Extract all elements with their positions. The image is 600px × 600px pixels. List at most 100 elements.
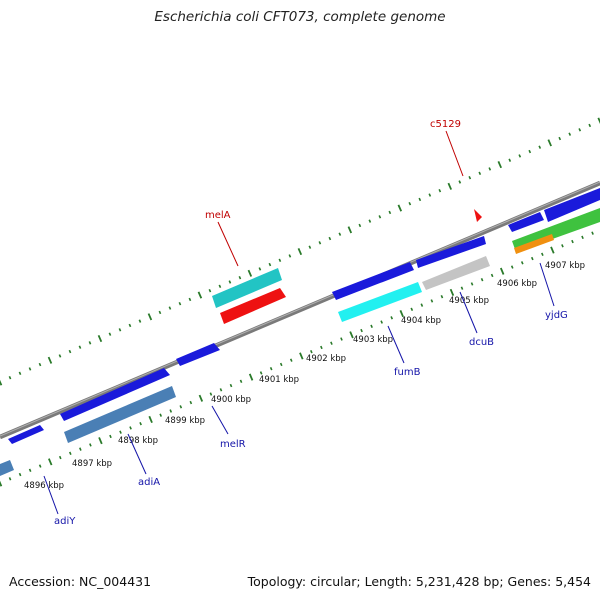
gene-feature[interactable] [508,212,544,232]
gene-labels: adiY adiA melR fumB dcuB yjdG melA c5129 [54,119,568,527]
major-tick [447,182,453,190]
major-tick [0,480,3,487]
minor-tick [328,236,332,241]
major-tick [347,226,353,234]
gene-label-adiA[interactable]: adiA [138,477,160,488]
major-tick [198,394,204,402]
forward-lane-features [8,188,600,444]
minor-tick [58,354,62,358]
leader-line-dcuB [459,291,478,334]
major-tick [247,269,253,277]
minor-tick [78,345,82,349]
gene-feature-melA[interactable] [212,268,282,308]
minor-tick [380,320,383,324]
minor-tick [218,284,222,289]
minor-tick [269,366,273,371]
gene-label-adiY[interactable]: adiY [54,516,76,527]
minor-tick [460,286,464,290]
minor-tick [119,430,122,434]
gene-feature[interactable] [8,425,44,444]
leader-line-melA [217,221,239,267]
major-tick [349,331,354,339]
gene-feature[interactable] [544,188,600,222]
major-tick [197,291,203,299]
minor-tick [108,332,112,336]
minor-tick [588,123,592,128]
gene-feature-fumB[interactable] [338,282,422,322]
minor-tick [438,188,442,193]
gene-leader-lines [43,130,555,515]
gene-feature[interactable] [332,262,414,300]
leader-line-adiY [43,475,59,515]
minor-tick [58,455,62,460]
minor-tick [209,392,213,396]
minor-tick [568,132,572,136]
minor-tick [330,341,333,345]
tick-label: 4907 kbp [545,261,585,271]
tick-label: 4903 kbp [353,335,393,345]
major-tick [47,356,53,364]
minor-tick [541,252,544,256]
minor-tick [468,175,472,180]
major-tick [0,379,3,386]
minor-tick [289,358,293,362]
major-tick [98,437,103,445]
tick-label: 4904 kbp [401,316,441,326]
minor-tick [530,256,534,261]
tick-label: 4898 kbp [118,436,158,446]
leader-line-melR [211,405,229,435]
minor-tick [320,345,323,350]
gene-label-c5129[interactable]: c5129 [430,119,461,130]
gene-feature[interactable] [416,236,486,268]
minor-tick [138,319,142,323]
gene-label-melR[interactable]: melR [220,439,246,450]
gene-feature-orange[interactable] [514,234,554,254]
minor-tick [219,388,223,392]
minor-tick [288,254,292,258]
minor-tick [208,288,212,293]
minor-tick [528,149,532,154]
leader-line-fumB [387,325,405,364]
gene-feature[interactable] [176,343,220,366]
minor-tick [478,171,482,175]
major-tick [547,139,552,147]
minor-tick [510,265,514,269]
gene-feature[interactable] [60,368,170,421]
major-tick [248,373,254,381]
minor-tick [118,328,122,332]
minor-tick [428,193,432,197]
major-tick [297,247,303,256]
outer-tick-track [0,117,600,386]
minor-tick [28,468,32,472]
minor-tick [238,275,242,280]
leader-line-adiA [127,433,147,475]
minor-tick [368,219,372,223]
minor-tick [390,316,394,320]
minor-tick [340,337,343,341]
minor-tick [179,405,183,409]
minor-tick [68,349,72,354]
minor-tick [558,136,562,141]
gene-label-melA[interactable]: melA [205,210,231,221]
genome-backbone [0,180,600,440]
gene-label-dcuB[interactable]: dcuB [469,337,494,348]
gene-label-fumB[interactable]: fumB [394,367,421,378]
minor-tick [581,235,584,240]
leader-line-c5129 [445,130,464,177]
gene-label-yjdG[interactable]: yjdG [545,310,568,321]
minor-tick [279,362,283,367]
minor-tick [8,477,12,481]
minor-tick [470,282,474,286]
genome-summary-text: Topology: circular; Length: 5,231,428 bp… [247,574,591,589]
gene-feature-adiA[interactable] [64,386,176,443]
gene-feature-c5129[interactable] [474,209,482,222]
gene-feature-dcuB[interactable] [422,256,490,290]
major-tick [147,313,153,321]
minor-tick [38,464,42,468]
tick-label: 4902 kbp [306,354,346,364]
gene-feature-red[interactable] [220,288,286,324]
minor-tick [38,362,42,367]
gene-feature-adiY[interactable] [0,460,14,476]
tick-labels: 4896 kbp 4897 kbp 4898 kbp 4899 kbp 4900… [24,261,585,491]
